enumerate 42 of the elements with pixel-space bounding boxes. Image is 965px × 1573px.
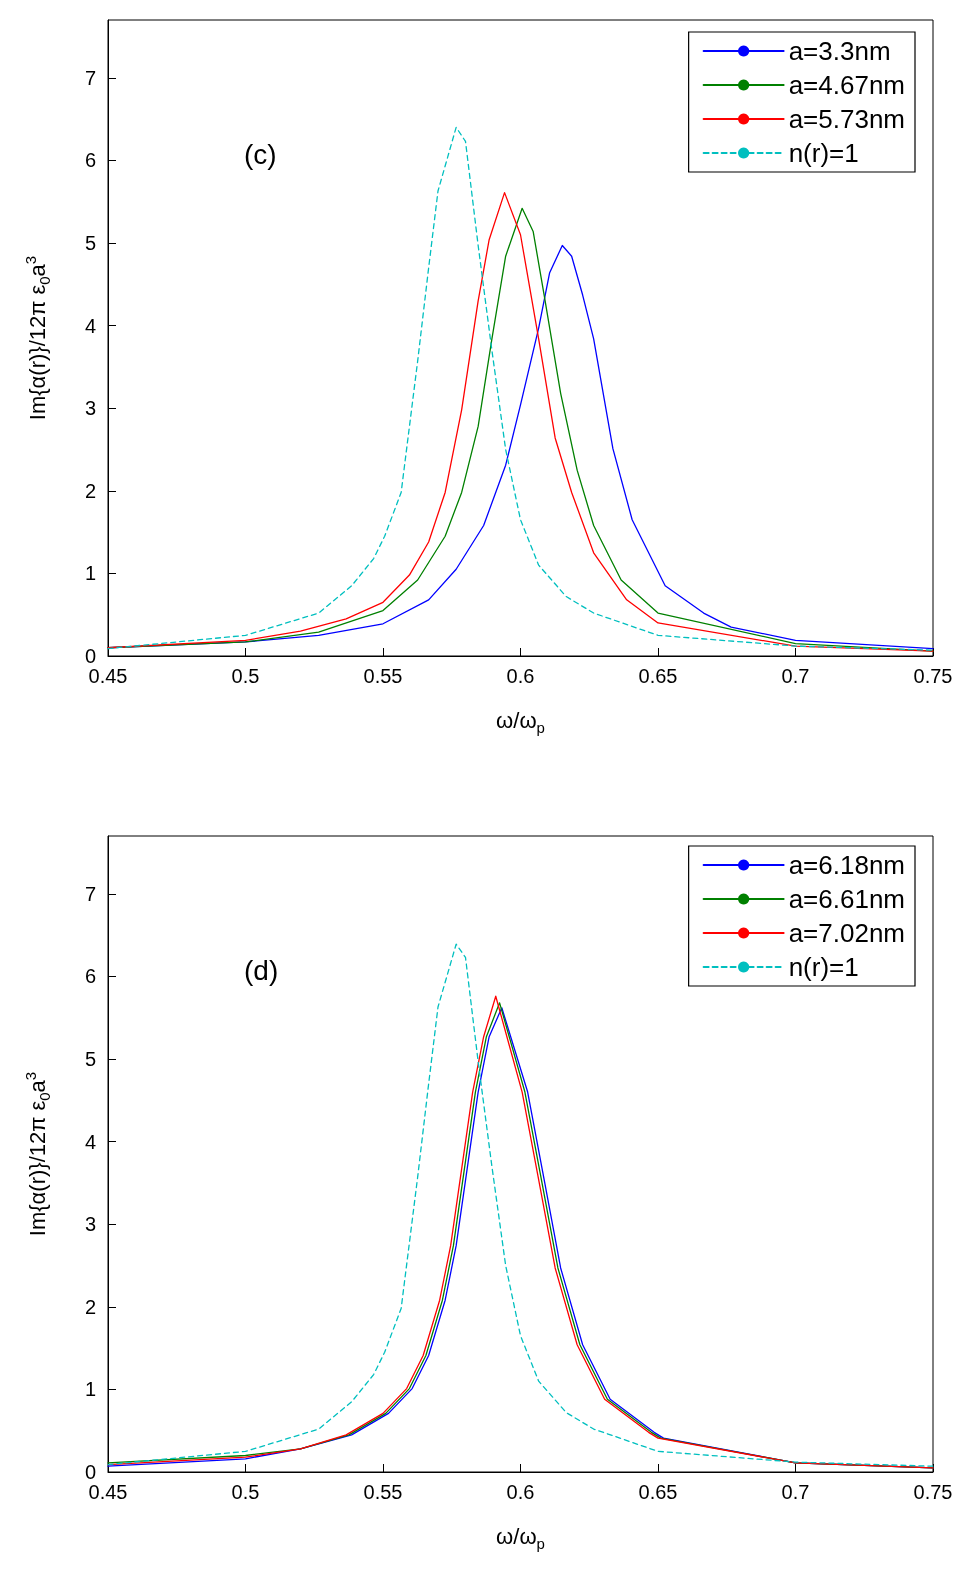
x-tick-label: 0.65	[638, 665, 678, 687]
y-tick-label: 2	[84, 1295, 96, 1318]
legend-label: n(r)=1	[788, 138, 859, 168]
legend-label: a=5.73nm	[788, 104, 906, 134]
y-tick-label: 3	[84, 397, 96, 420]
y-tick-label: 4	[84, 1130, 96, 1153]
x-tick-label: 0.55	[363, 1481, 403, 1503]
x-tick-label: 0.5	[231, 665, 260, 687]
x-tick-label: 0.6	[506, 665, 535, 687]
y-tick-label: 7	[84, 882, 96, 905]
y-tick-label: 5	[84, 232, 96, 255]
x-tick-label: 0.6	[506, 1481, 535, 1503]
x-tick-label: 0.45	[88, 1481, 128, 1503]
x-tick-label: 0.65	[638, 1481, 678, 1503]
x-tick-label: 0.55	[363, 665, 403, 687]
annotation: (d)	[244, 954, 279, 986]
x-tick-label: 0.45	[88, 665, 128, 687]
y-tick-label: 3	[84, 1213, 96, 1236]
x-tick-label: 0.75	[913, 665, 953, 687]
y-tick-label: 2	[84, 479, 96, 502]
x-tick-label: 0.5	[231, 1481, 260, 1503]
legend-label: n(r)=1	[788, 952, 859, 982]
y-tick-label: 5	[84, 1048, 96, 1071]
y-tick-label: 1	[84, 1378, 96, 1401]
y-tick-label: 0	[84, 645, 96, 667]
y-tick-label: 6	[84, 149, 96, 172]
legend-label: a=6.18nm	[788, 850, 906, 880]
y-tick-label: 4	[84, 314, 96, 337]
y-tick-label: 1	[84, 562, 96, 585]
y-axis-title: Im{α(r)}/12π ε0a3	[22, 1071, 53, 1237]
y-tick-label: 0	[84, 1461, 96, 1483]
y-tick-label: 7	[84, 66, 96, 89]
legend-label: a=7.02nm	[788, 918, 906, 948]
y-tick-label: 6	[84, 965, 96, 988]
x-tick-label: 0.75	[913, 1481, 953, 1503]
x-tick-label: 0.7	[781, 665, 810, 687]
annotation: (c)	[244, 138, 277, 170]
legend-label: a=3.3nm	[788, 36, 891, 66]
legend-label: a=4.67nm	[788, 70, 906, 100]
legend-label: a=6.61nm	[788, 884, 906, 914]
x-tick-label: 0.7	[781, 1481, 810, 1503]
y-axis-title: Im{α(r)}/12π ε0a3	[22, 255, 53, 421]
